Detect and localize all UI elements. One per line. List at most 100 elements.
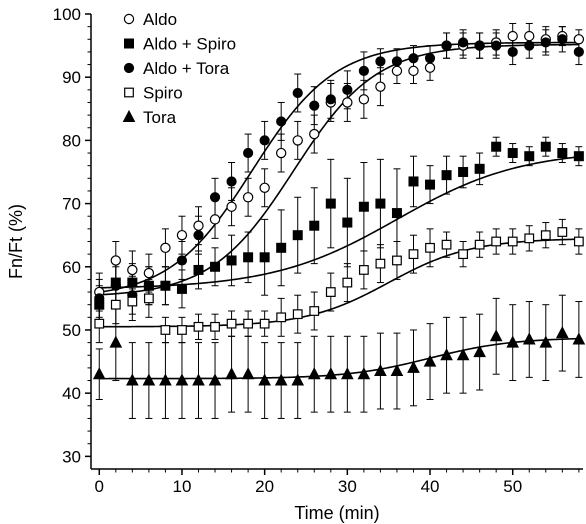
fit-curve-tora — [99, 337, 579, 380]
data-point-aldo — [110, 255, 122, 266]
x-tick-label: 30 — [338, 477, 357, 496]
data-point-aldo-tora — [491, 40, 502, 51]
data-point-tora — [142, 373, 156, 386]
data-point-spiro — [143, 293, 154, 304]
data-point-aldo-tora — [524, 40, 535, 51]
data-point-aldo — [259, 182, 270, 193]
data-point-aldo-tora — [474, 40, 485, 51]
data-point-aldo-spiro — [325, 198, 336, 209]
data-point-aldo-spiro — [507, 148, 518, 159]
data-point-tora — [539, 335, 553, 348]
data-point-spiro — [557, 227, 568, 237]
data-point-aldo — [292, 135, 303, 146]
data-point-spiro — [474, 239, 485, 250]
data-point-aldo-tora — [408, 53, 419, 64]
legend-label-aldo-spiro: Aldo + Spiro — [143, 35, 236, 54]
y-tick-label: 50 — [62, 321, 81, 340]
data-point-aldo-tora — [358, 65, 369, 76]
data-point-aldo-spiro — [391, 208, 402, 219]
data-point-aldo-tora — [507, 46, 518, 58]
data-point-aldo-tora — [309, 100, 320, 111]
data-point-aldo-spiro — [309, 220, 320, 231]
y-tick-label: 40 — [62, 384, 81, 403]
data-point-tora — [258, 373, 271, 386]
data-point-aldo-spiro — [375, 198, 386, 209]
data-point-aldo-tora — [276, 116, 287, 127]
x-tick-label: 10 — [172, 477, 191, 496]
fit-curve-aldo-spiro — [99, 156, 579, 289]
data-point-tora — [473, 345, 486, 358]
y-axis-title: Fn/Ft (%) — [6, 204, 26, 279]
data-point-spiro — [94, 318, 105, 329]
data-point-tora — [92, 367, 106, 380]
data-point-spiro — [392, 255, 402, 266]
data-point-aldo-spiro — [408, 176, 419, 187]
axes: 0 10 20 30 40 50 30 40 50 60 70 80 90 100 — [53, 5, 583, 496]
data-point-aldo-tora — [342, 84, 353, 95]
data-point-aldo-tora — [540, 37, 551, 48]
data-point-tora — [324, 367, 338, 380]
data-point-tora — [423, 354, 437, 367]
data-point-aldo — [193, 220, 204, 231]
data-point-spiro — [210, 321, 220, 332]
data-point-tora — [390, 363, 404, 377]
data-point-aldo-spiro — [358, 201, 369, 212]
data-point-aldo — [424, 62, 436, 73]
data-point-aldo-spiro — [524, 151, 535, 162]
data-point-aldo-tora — [226, 176, 237, 187]
legend-marker-aldo — [123, 13, 135, 25]
y-tick-label: 30 — [62, 447, 81, 466]
y-tick-label: 80 — [62, 131, 81, 150]
data-point-spiro — [127, 296, 138, 307]
data-point-aldo-spiro — [243, 252, 254, 263]
data-point-aldo-tora — [209, 192, 221, 203]
data-point-aldo-tora — [94, 293, 105, 304]
data-point-tora — [489, 329, 503, 342]
data-point-spiro — [507, 236, 518, 247]
legend-label-spiro: Spiro — [143, 84, 183, 103]
data-point-spiro — [226, 318, 237, 329]
data-point-aldo-tora — [193, 230, 204, 241]
legend-marker-aldo-tora — [123, 62, 135, 74]
legend-marker-spiro — [124, 87, 134, 98]
data-point-aldo-spiro — [491, 141, 502, 152]
data-point-spiro — [193, 321, 204, 332]
data-point-aldo-tora — [259, 135, 270, 146]
y-tick-label: 100 — [53, 5, 81, 24]
data-point-aldo — [524, 30, 535, 42]
data-point-aldo-spiro — [292, 230, 303, 241]
data-point-spiro — [243, 318, 254, 329]
data-point-aldo — [127, 264, 138, 276]
data-point-aldo-spiro — [458, 166, 469, 177]
data-point-aldo — [209, 214, 221, 225]
x-tick-label: 20 — [255, 477, 274, 496]
data-point-aldo — [573, 34, 585, 45]
data-point-aldo — [309, 128, 320, 140]
data-point-tora — [274, 373, 288, 386]
data-point-tora — [109, 335, 123, 348]
data-point-spiro — [160, 325, 171, 335]
legend-marker-tora — [122, 109, 136, 122]
data-point-aldo — [342, 97, 353, 108]
data-point-spiro — [491, 236, 502, 247]
data-point-aldo — [391, 65, 403, 77]
y-tick-label: 90 — [62, 68, 81, 87]
data-point-spiro — [110, 299, 121, 310]
data-point-aldo-spiro — [276, 242, 287, 253]
data-point-tora — [241, 367, 255, 380]
data-point-aldo-spiro — [226, 255, 237, 266]
data-point-aldo — [143, 267, 155, 279]
data-point-tora — [440, 348, 453, 361]
data-point-aldo-spiro — [425, 179, 436, 190]
data-point-spiro — [524, 233, 535, 244]
data-point-tora — [407, 360, 420, 373]
data-point-tora — [208, 373, 222, 386]
x-tick-label: 40 — [421, 477, 440, 496]
data-point-aldo-tora — [391, 56, 403, 67]
data-point-tora — [556, 326, 569, 339]
data-point-aldo-tora — [458, 37, 469, 48]
data-point-aldo-spiro — [193, 264, 204, 275]
data-point-spiro — [342, 277, 353, 288]
data-point-spiro — [375, 258, 386, 269]
x-axis-title: Time (min) — [294, 503, 379, 523]
